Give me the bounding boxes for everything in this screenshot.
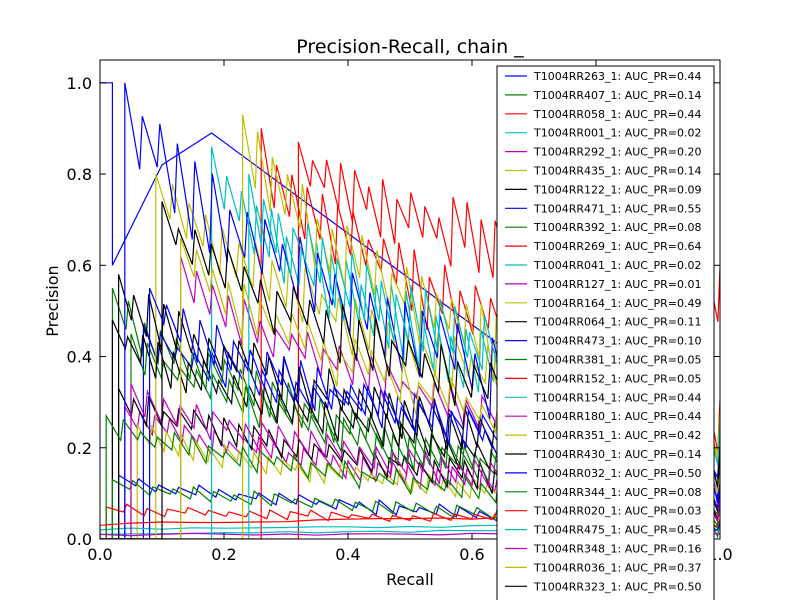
legend-entry: T1004RR344_1: AUC_PR=0.08 <box>533 486 701 499</box>
legend-entry: T1004RR348_1: AUC_PR=0.16 <box>533 543 701 556</box>
legend-entry: T1004RR180_1: AUC_PR=0.44 <box>533 410 701 423</box>
legend-entry: T1004RR164_1: AUC_PR=0.49 <box>533 297 701 310</box>
legend-entry: T1004RR323_1: AUC_PR=0.50 <box>533 580 701 593</box>
legend-entry: T1004RR122_1: AUC_PR=0.09 <box>533 183 701 196</box>
legend-entry: T1004RR292_1: AUC_PR=0.20 <box>533 146 701 159</box>
legend-entry: T1004RR269_1: AUC_PR=0.64 <box>533 240 701 253</box>
x-tick-label: 0.6 <box>459 545 484 564</box>
legend-entry: T1004RR435_1: AUC_PR=0.14 <box>533 165 701 178</box>
x-tick-label: 0.2 <box>211 545 236 564</box>
legend-entry: T1004RR351_1: AUC_PR=0.42 <box>533 429 701 442</box>
legend-entry: T1004RR471_1: AUC_PR=0.55 <box>533 202 701 215</box>
legend-entry: T1004RR152_1: AUC_PR=0.05 <box>533 372 701 385</box>
legend-entry: T1004RR032_1: AUC_PR=0.50 <box>533 467 701 480</box>
y-tick-label: 0.8 <box>67 165 92 184</box>
legend-entry: T1004RR430_1: AUC_PR=0.14 <box>533 448 701 461</box>
legend-entry: T1004RR392_1: AUC_PR=0.08 <box>533 221 701 234</box>
legend-entry: T1004RR036_1: AUC_PR=0.37 <box>533 561 701 574</box>
legend-entry: T1004RR064_1: AUC_PR=0.11 <box>533 316 701 329</box>
legend: T1004RR263_1: AUC_PR=0.44 T1004RR407_1: A… <box>496 65 715 600</box>
y-axis-label: Precision <box>43 265 62 336</box>
legend-entry: T1004RR127_1: AUC_PR=0.01 <box>533 278 701 291</box>
x-axis-label: Recall <box>386 570 434 589</box>
legend-entry: T1004RR041_1: AUC_PR=0.02 <box>533 259 701 272</box>
y-tick-label: 0.4 <box>67 348 92 367</box>
y-tick-label: 0.6 <box>67 256 92 275</box>
legend-entry: T1004RR263_1: AUC_PR=0.44 <box>533 70 701 83</box>
legend-entry: T1004RR381_1: AUC_PR=0.05 <box>533 354 701 367</box>
legend-entry: T1004RR020_1: AUC_PR=0.03 <box>533 505 701 518</box>
x-tick-label: 0.0 <box>87 545 112 564</box>
legend-entry: T1004RR475_1: AUC_PR=0.45 <box>533 524 701 537</box>
y-tick-label: 0.2 <box>67 439 92 458</box>
legend-box <box>496 65 715 600</box>
y-tick-label: 1.0 <box>67 74 92 93</box>
chart-title: Precision-Recall, chain _ <box>296 36 524 58</box>
legend-entry: T1004RR407_1: AUC_PR=0.14 <box>533 89 701 102</box>
plot-area-frame <box>99 59 721 540</box>
x-tick-label: 0.4 <box>335 545 360 564</box>
legend-entry: T1004RR001_1: AUC_PR=0.02 <box>533 127 701 140</box>
legend-entry: T1004RR154_1: AUC_PR=0.44 <box>533 391 701 404</box>
legend-entry: T1004RR058_1: AUC_PR=0.44 <box>533 108 701 121</box>
y-tick-label: 0.0 <box>67 530 92 549</box>
legend-entry: T1004RR473_1: AUC_PR=0.10 <box>533 335 701 348</box>
